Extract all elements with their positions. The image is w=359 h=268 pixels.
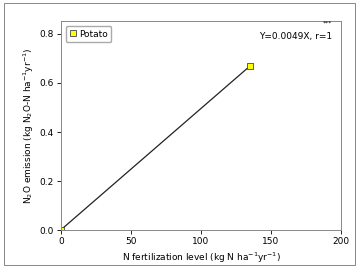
Text: Y=0.0049X, r=1: Y=0.0049X, r=1 — [260, 32, 333, 41]
Potato — [58, 228, 64, 232]
Text: ***: *** — [323, 21, 333, 26]
Y-axis label: N$_{2}$O emission (kg N$_{2}$O-N ha$^{-1}$yr$^{-1}$): N$_{2}$O emission (kg N$_{2}$O-N ha$^{-1… — [21, 48, 36, 204]
X-axis label: N fertilization level (kg N ha$^{-1}$yr$^{-1}$): N fertilization level (kg N ha$^{-1}$yr$… — [122, 251, 280, 265]
Legend: Potato: Potato — [66, 26, 111, 42]
Potato — [247, 64, 253, 68]
